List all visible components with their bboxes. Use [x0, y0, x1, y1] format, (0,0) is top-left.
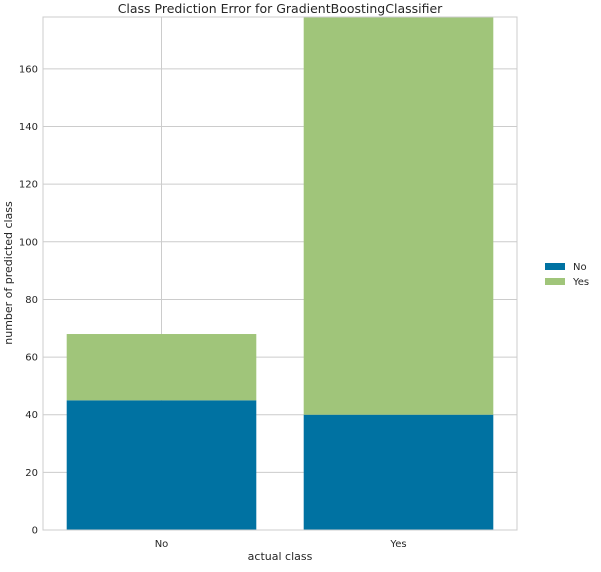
y-tick-label: 40	[25, 410, 38, 421]
y-axis-label: number of predicted class	[2, 201, 15, 345]
y-tick-label: 80	[25, 295, 38, 306]
x-axis-ticks: No Yes	[155, 539, 407, 550]
legend-label: No	[573, 262, 587, 273]
y-tick-label: 160	[19, 64, 38, 75]
legend-label: Yes	[572, 277, 589, 288]
x-tick-label: No	[155, 539, 169, 550]
x-tick-label: Yes	[389, 539, 406, 550]
y-tick-label: 60	[25, 353, 38, 364]
y-tick-label: 140	[19, 122, 38, 133]
y-tick-label: 100	[19, 237, 38, 248]
bar-no-no	[66, 400, 257, 530]
plot-frame	[42, 16, 518, 531]
chart-title: Class Prediction Error for GradientBoost…	[118, 1, 443, 16]
bar-yes-yes	[303, 17, 494, 415]
legend: No Yes	[545, 262, 589, 288]
y-axis-ticks: 0 20 40 60 80 100 120 140 160	[19, 64, 38, 536]
bars	[66, 17, 494, 530]
x-axis-label: actual class	[248, 550, 313, 563]
bar-no-yes	[303, 414, 494, 530]
legend-swatch	[545, 263, 565, 270]
legend-swatch	[545, 278, 565, 285]
bar-yes-no	[66, 334, 257, 401]
y-tick-label: 120	[19, 180, 38, 191]
y-tick-label: 0	[32, 526, 38, 537]
y-tick-label: 20	[25, 468, 38, 479]
